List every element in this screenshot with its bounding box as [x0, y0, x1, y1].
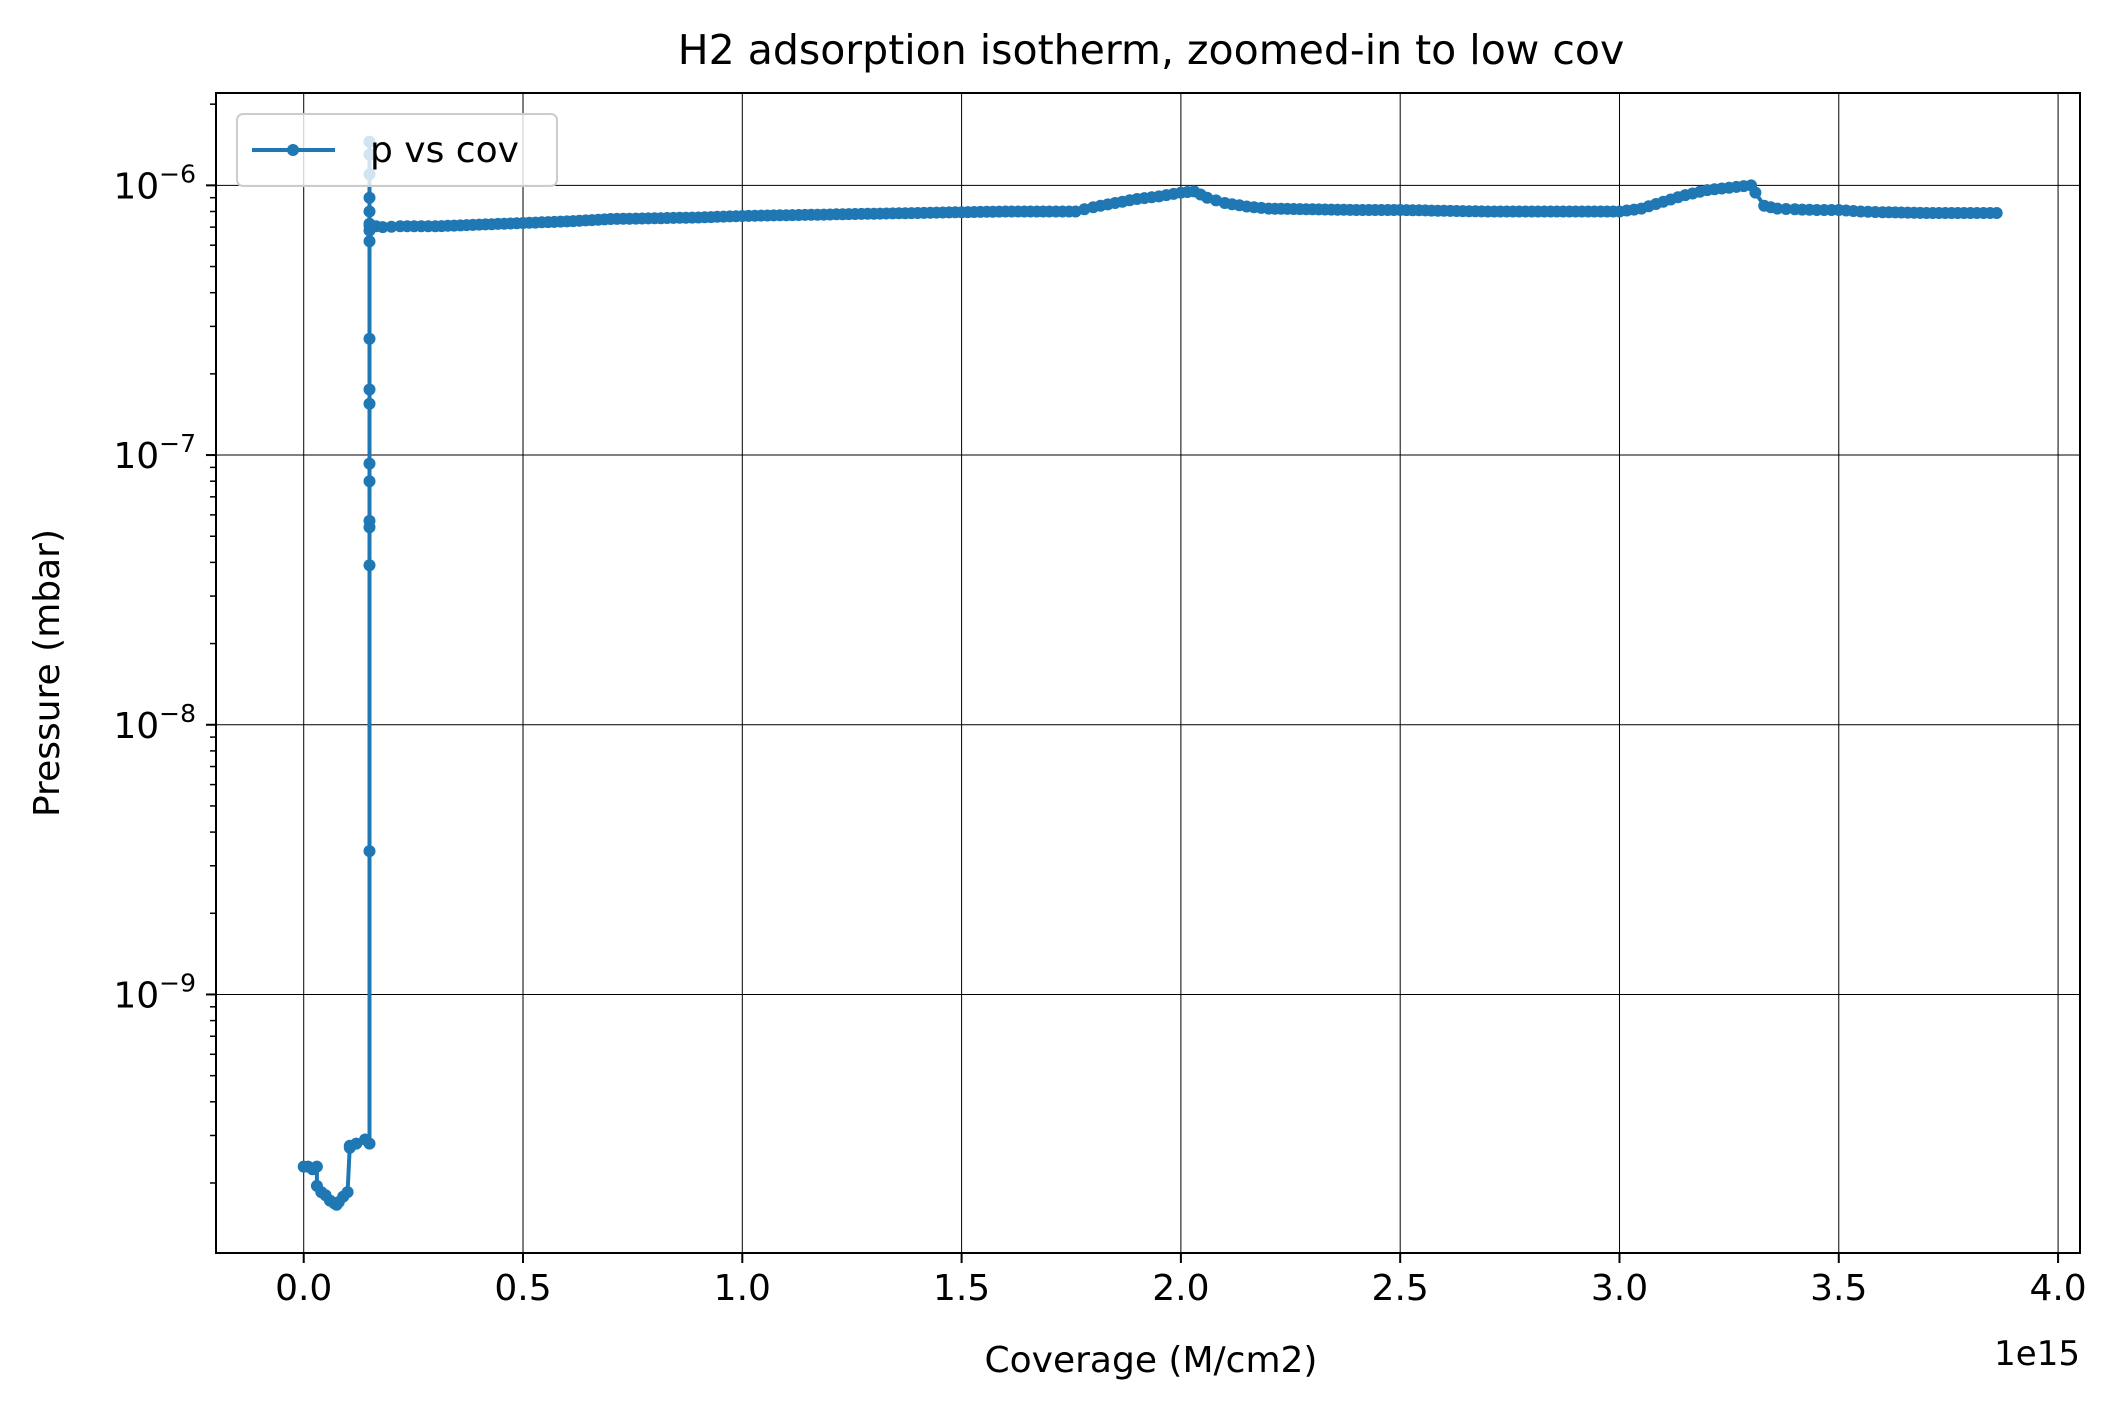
data-point	[363, 1137, 376, 1150]
plot-frame	[215, 92, 2081, 1254]
data-point	[363, 845, 376, 858]
x-axis: 0.0 0.5 1.0 1.5 2.0 2.5 3.0 3.5 4.0	[275, 1253, 2087, 1309]
plot-area	[216, 93, 2080, 1253]
data-point	[363, 457, 376, 470]
legend-entry-label: p vs cov	[370, 130, 519, 171]
data-point	[363, 383, 376, 396]
data-point	[363, 514, 376, 527]
x-axis-label: Coverage (M/cm2)	[985, 1340, 1318, 1381]
grid-lines	[216, 93, 2080, 1253]
y-axis-label: Pressure (mbar)	[27, 529, 68, 817]
series-p-vs-cov	[297, 135, 2003, 1211]
y-tick-label: 10−8	[113, 699, 196, 747]
data-point	[363, 235, 376, 248]
data-point	[363, 205, 376, 218]
data-point	[1990, 207, 2003, 219]
x-tick-label: 1.5	[933, 1268, 990, 1309]
legend: p vs cov	[236, 113, 558, 187]
x-tick-label: 4.0	[2029, 1268, 2086, 1309]
data-point	[363, 397, 376, 410]
data-point	[376, 221, 389, 234]
data-point	[363, 475, 376, 488]
x-tick-label: 3.0	[1591, 1268, 1648, 1309]
x-tick-label: 1.0	[714, 1268, 771, 1309]
data-point	[363, 191, 376, 204]
x-tick-label: 0.0	[275, 1268, 332, 1309]
x-tick-label: 3.5	[1810, 1268, 1867, 1309]
x-axis-offset-label: 1e15	[1994, 1334, 2080, 1374]
x-tick-label: 2.5	[1372, 1268, 1429, 1309]
y-axis: 10−9 10−8 10−7 10−6	[113, 159, 216, 1016]
y-tick-label: 10−6	[113, 159, 196, 207]
data-point	[1749, 186, 1762, 199]
chart-title: H2 adsorption isotherm, zoomed-in to low…	[678, 26, 1624, 74]
x-tick-label: 0.5	[494, 1268, 551, 1309]
legend-point-marker	[287, 144, 299, 156]
data-point	[310, 1160, 323, 1173]
data-point	[1780, 203, 1793, 215]
data-point	[363, 559, 376, 572]
legend-box	[236, 113, 558, 187]
data-point	[341, 1186, 354, 1199]
data-point	[385, 220, 398, 233]
x-tick-label: 2.0	[1152, 1268, 1209, 1309]
y-tick-label: 10−7	[113, 429, 196, 477]
data-point	[1771, 202, 1784, 215]
y-tick-label: 10−9	[113, 968, 196, 1016]
data-point	[363, 332, 376, 345]
